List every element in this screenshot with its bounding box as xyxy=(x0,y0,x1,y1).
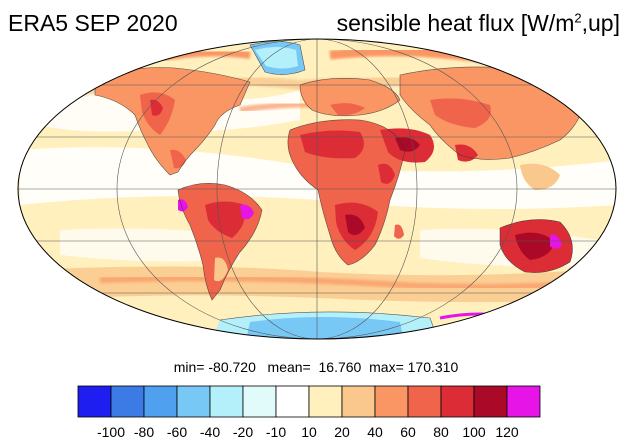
colorbar-box xyxy=(473,385,508,418)
colorbar-box xyxy=(374,385,409,418)
iberia-hotspot xyxy=(330,103,365,116)
colorbar-tick-label: 80 xyxy=(433,424,449,440)
maritime-continent xyxy=(520,163,560,190)
europe-land xyxy=(300,78,400,116)
variable-title-superscript: 2 xyxy=(574,10,582,26)
colorbar-box xyxy=(341,385,376,418)
colorbar-tick-label: 60 xyxy=(400,424,416,440)
colorbar-tick-label: 20 xyxy=(334,424,350,440)
colorbar-tick-label: -10 xyxy=(266,424,286,440)
colorbar-box xyxy=(77,385,112,418)
colorbar-tick-label: -60 xyxy=(167,424,187,440)
southern-africa-core xyxy=(345,214,365,236)
colorbar: -100 -80 -60 -40 -20 -10 10 20 40 60 80 100 120 xyxy=(77,385,541,440)
southern-ocean-core xyxy=(99,275,591,290)
australia-core xyxy=(515,232,555,260)
graticule xyxy=(18,39,616,339)
max-value: 170.310 xyxy=(407,359,459,375)
sahara-hotspot xyxy=(300,130,364,159)
colorbar-tick-label: 120 xyxy=(495,424,519,440)
variable-title: sensible heat flux [W/m2,up] xyxy=(337,10,620,37)
globe-outline xyxy=(17,38,617,340)
north-america-land xyxy=(95,67,250,175)
min-value: -80.720 xyxy=(208,359,256,375)
colorbar-box xyxy=(506,385,541,418)
colorbar-box xyxy=(440,385,475,418)
australia-extreme xyxy=(550,234,562,249)
variable-title-tail: ,up] xyxy=(581,10,620,36)
mean-label: mean= xyxy=(267,359,311,375)
colorbar-tick-label: -80 xyxy=(134,424,154,440)
arabia-core xyxy=(395,137,420,152)
madagascar xyxy=(394,224,404,239)
colorbar-box xyxy=(275,385,310,418)
asia-land xyxy=(400,66,585,160)
colorbar-tick-label: 10 xyxy=(301,424,317,440)
colorbar-box xyxy=(242,385,277,418)
colorbar-tick-label: 40 xyxy=(367,424,383,440)
colorbar-tick-label: -100 xyxy=(97,424,125,440)
max-label: max= xyxy=(369,359,404,375)
brazil-hotspot xyxy=(205,201,246,238)
colorbar-box xyxy=(407,385,442,418)
central-asia-hotspot xyxy=(430,98,491,128)
colorbar-box xyxy=(209,385,244,418)
colorbar-box xyxy=(176,385,211,418)
patagonia-flux xyxy=(214,257,228,282)
colorbar-tick-label: 100 xyxy=(462,424,486,440)
colorbar-tick-label: -20 xyxy=(233,424,253,440)
mean-value: 16.760 xyxy=(318,359,362,375)
colorbar-tick-label: -40 xyxy=(200,424,220,440)
colorbar-box xyxy=(143,385,178,418)
mexico-hotspot xyxy=(170,149,186,169)
colorbar-box xyxy=(110,385,145,418)
map-title: ERA5 SEP 2020 xyxy=(8,10,178,36)
brazil-extreme xyxy=(240,204,254,220)
statistics-line: min= -80.720 mean= 16.760 max= 170.310 xyxy=(0,359,632,375)
western-us-core xyxy=(150,99,163,116)
new-zealand xyxy=(573,269,588,286)
min-label: min= xyxy=(173,359,205,375)
greenland-inner xyxy=(255,47,298,69)
variable-title-main: sensible heat flux [W/m xyxy=(336,10,575,36)
india-hotspot xyxy=(455,144,478,162)
colorbar-box xyxy=(308,385,343,418)
horn-africa-hotspot xyxy=(378,163,395,184)
